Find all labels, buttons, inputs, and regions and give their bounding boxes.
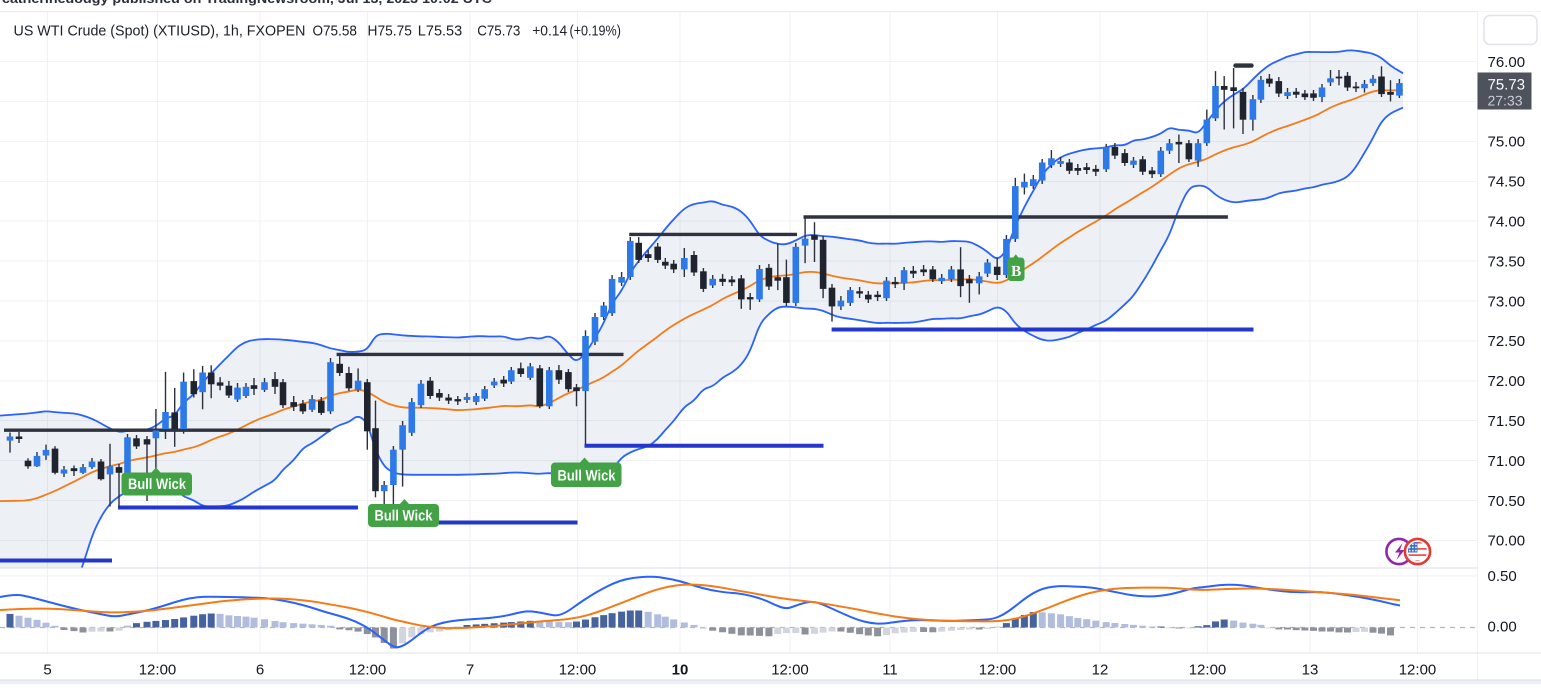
svg-text:71.50: 71.50 (1488, 413, 1526, 430)
svg-text:L75.53: L75.53 (418, 24, 462, 40)
svg-text:11: 11 (882, 662, 898, 679)
svg-text:70.00: 70.00 (1488, 533, 1526, 550)
svg-text:12:00: 12:00 (559, 662, 597, 679)
svg-text:6: 6 (256, 662, 264, 679)
svg-text:7: 7 (466, 662, 474, 679)
svg-text:12:00: 12:00 (1399, 662, 1437, 679)
svg-text:72.50: 72.50 (1488, 333, 1526, 350)
svg-text:73.50: 73.50 (1488, 253, 1526, 270)
svg-text:10: 10 (672, 662, 689, 679)
svg-text:12:00: 12:00 (771, 662, 809, 679)
svg-text:13: 13 (1302, 662, 1319, 679)
svg-text:C75.73: C75.73 (477, 24, 520, 40)
svg-text:catherinedodgy published on Tr: catherinedodgy published on TradingNewsr… (2, 0, 493, 6)
svg-text:72.00: 72.00 (1488, 373, 1526, 390)
svg-text:75.00: 75.00 (1488, 134, 1526, 151)
svg-text:74.50: 74.50 (1488, 174, 1526, 191)
svg-text:O75.58: O75.58 (313, 24, 357, 40)
svg-text:12: 12 (1092, 662, 1109, 679)
svg-text:(+0.19%): (+0.19%) (570, 24, 621, 40)
svg-text:70.50: 70.50 (1488, 493, 1526, 510)
svg-text:12:00: 12:00 (139, 662, 177, 679)
svg-text:12:00: 12:00 (349, 662, 387, 679)
svg-text:73.00: 73.00 (1488, 293, 1526, 310)
svg-text:76.00: 76.00 (1488, 54, 1526, 71)
svg-text:5: 5 (43, 662, 51, 679)
svg-text:71.00: 71.00 (1488, 453, 1526, 470)
svg-text:H75.75: H75.75 (368, 24, 412, 40)
svg-text:12:00: 12:00 (979, 662, 1017, 679)
svg-text:0.00: 0.00 (1488, 618, 1517, 635)
svg-text:US WTI Crude (Spot) (XTIUSD),: US WTI Crude (Spot) (XTIUSD), 1h, FXOPEN (14, 24, 306, 40)
svg-text:74.00: 74.00 (1488, 213, 1526, 230)
svg-text:+0.14: +0.14 (532, 24, 567, 40)
svg-text:12:00: 12:00 (1189, 662, 1227, 679)
svg-text:0.50: 0.50 (1488, 568, 1517, 585)
